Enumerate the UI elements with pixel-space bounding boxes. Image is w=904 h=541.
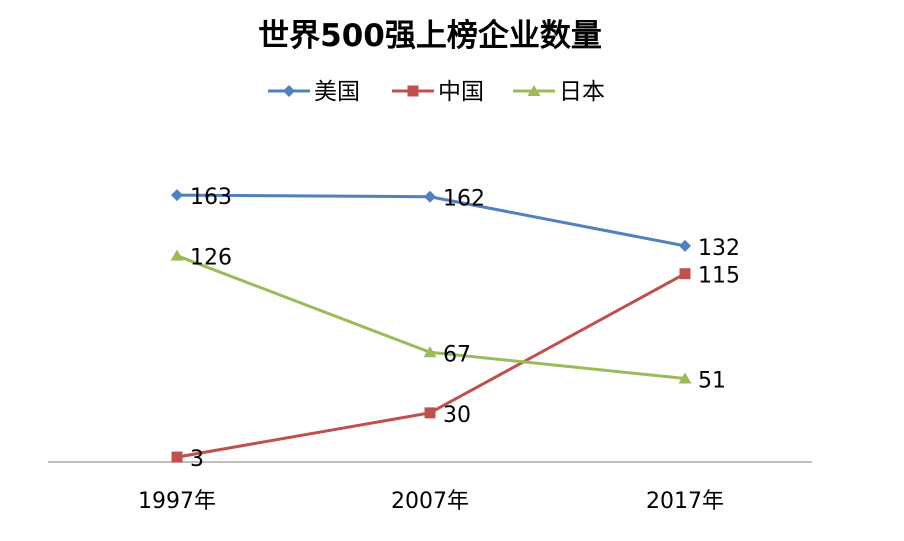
- data-label: 126: [190, 246, 232, 271]
- diamond-marker-icon: [283, 85, 295, 97]
- series-0: 163 162 132: [171, 185, 740, 261]
- legend-item: 美国: [268, 79, 360, 105]
- data-point: [424, 190, 436, 203]
- square-marker-icon: [407, 85, 419, 97]
- legend-item: 中国: [392, 79, 484, 105]
- data-label: 132: [698, 236, 740, 261]
- series-1: 3 30 115: [171, 264, 740, 472]
- data-point: [678, 372, 692, 384]
- series-2: 126 67 51: [170, 246, 726, 393]
- data-point: [679, 268, 691, 280]
- legend-label: 美国: [314, 79, 360, 105]
- x-axis-ticks: 1997年 2007年 2017年: [138, 489, 724, 514]
- x-tick-label: 1997年: [138, 489, 216, 514]
- series-line: [176, 254, 686, 380]
- data-point: [171, 189, 183, 202]
- data-label: 163: [190, 185, 232, 210]
- x-tick-label: 2007年: [391, 489, 469, 514]
- chart-title: 世界500强上榜企业数量: [258, 18, 602, 54]
- x-tick-label: 2017年: [646, 489, 724, 514]
- legend-item: 日本: [513, 79, 605, 105]
- data-label: 3: [190, 447, 204, 472]
- data-point: [171, 451, 183, 463]
- data-point: [679, 239, 691, 252]
- data-point: [170, 249, 184, 261]
- data-point: [424, 407, 436, 419]
- data-point: [423, 346, 437, 358]
- legend-label: 日本: [559, 79, 605, 105]
- series-line: [176, 272, 686, 459]
- triangle-marker-icon: [527, 85, 541, 96]
- series-group: 163 162 132 3 30 115 126 67 51: [170, 185, 740, 472]
- series-line: [176, 193, 686, 248]
- data-label: 115: [698, 264, 740, 289]
- data-label: 51: [698, 368, 726, 393]
- data-label: 30: [443, 403, 471, 428]
- data-label: 67: [443, 342, 471, 367]
- data-label: 162: [443, 187, 485, 212]
- legend: 美国 中国 日本: [268, 79, 605, 105]
- legend-label: 中国: [438, 79, 484, 105]
